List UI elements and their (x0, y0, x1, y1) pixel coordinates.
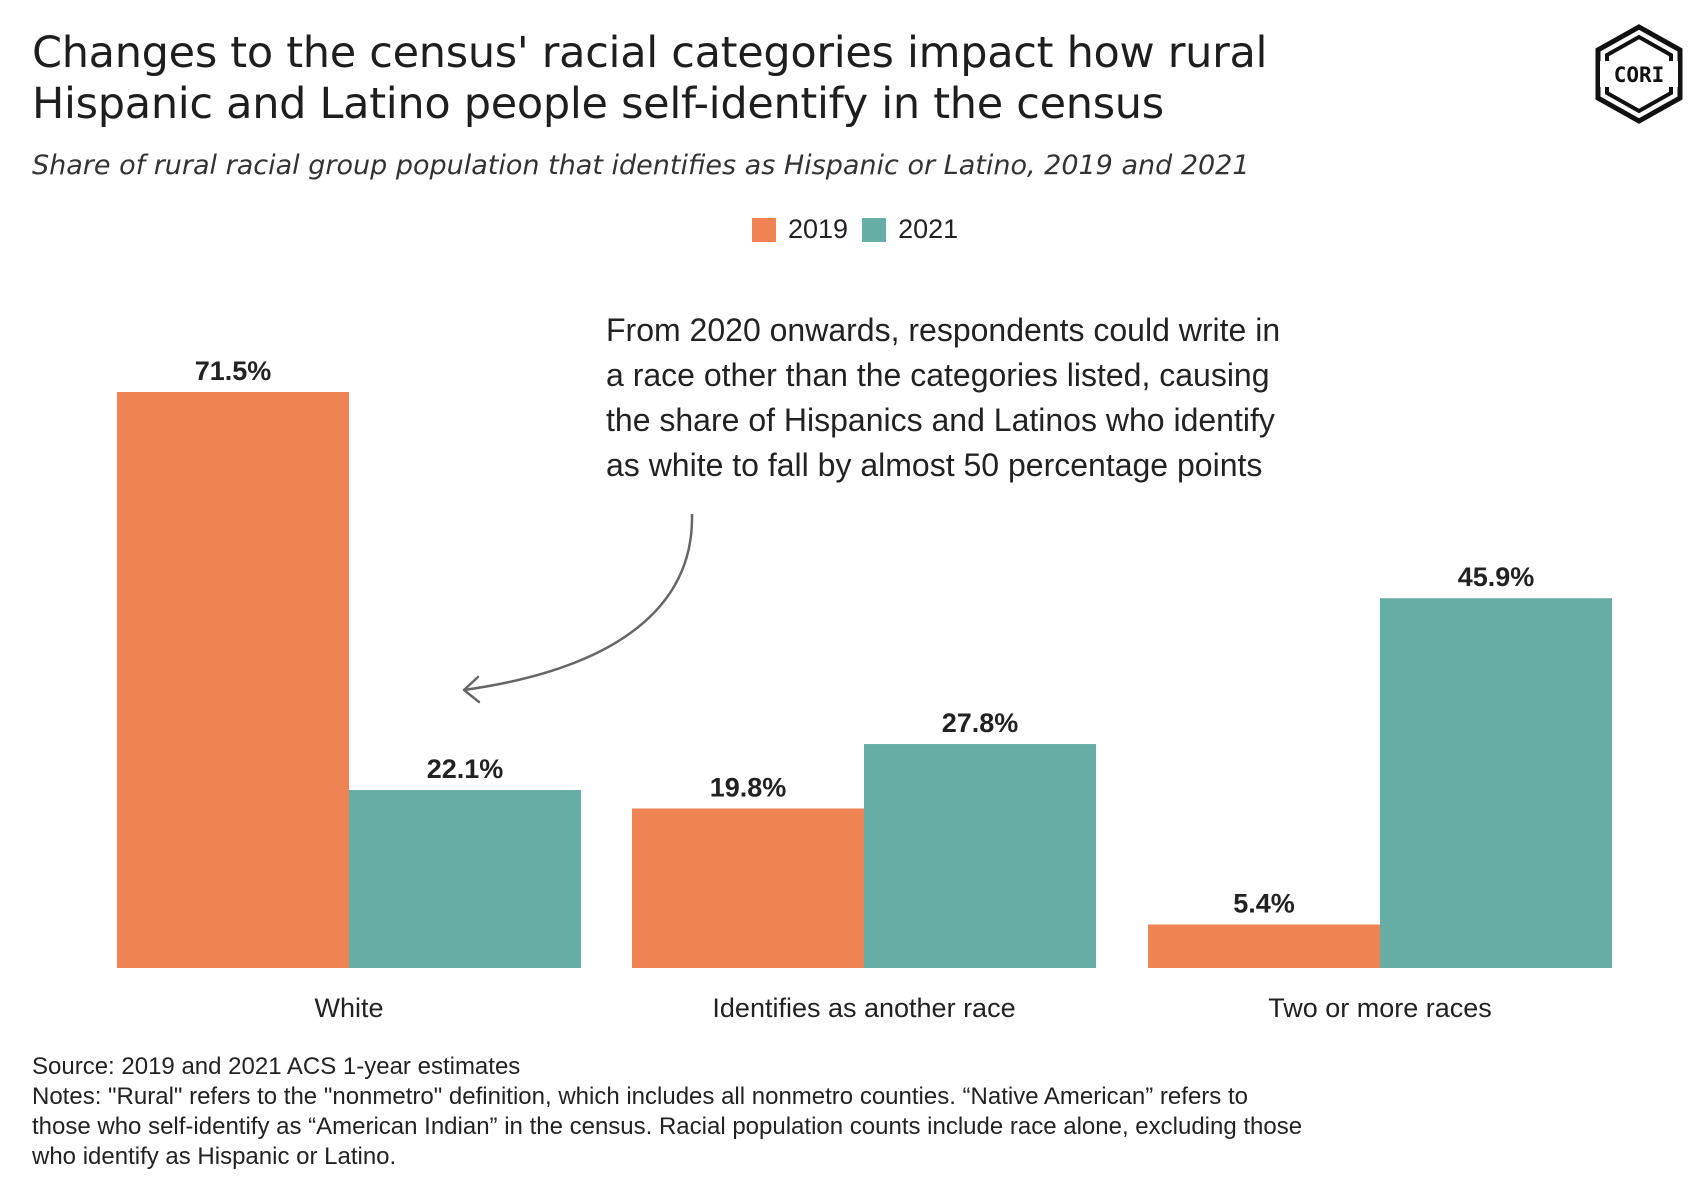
annotation-line-1: From 2020 onwards, respondents could wri… (606, 312, 1281, 348)
legend-swatch-2021 (862, 217, 887, 242)
source-note: Source: 2019 and 2021 ACS 1-year estimat… (32, 1053, 521, 1080)
chart-subtitle: Share of rural racial group population t… (32, 150, 1250, 181)
bar-two-or-more-races-2019 (1148, 924, 1380, 968)
category-label-identifies-as-another-race: Identifies as another race (712, 993, 1015, 1023)
bar-identifies-as-another-race-2021 (864, 744, 1096, 968)
value-label-two-or-more-races-2021: 45.9% (1458, 562, 1535, 592)
value-label-two-or-more-races-2019: 5.4% (1233, 888, 1295, 918)
notes-line-1: Notes: "Rural" refers to the "nonmetro" … (32, 1083, 1248, 1110)
annotation-line-3: the share of Hispanics and Latinos who i… (606, 402, 1275, 438)
bar-identifies-as-another-race-2019 (632, 808, 864, 968)
legend-label-2021: 2021 (898, 214, 959, 244)
bar-white-2021 (349, 789, 581, 968)
bar-white-2019 (117, 392, 349, 968)
annotation-line-2: a race other than the categories listed,… (606, 357, 1270, 393)
value-label-identifies-as-another-race-2019: 19.8% (710, 772, 787, 802)
annotation-text: From 2020 onwards, respondents could wri… (606, 308, 1406, 488)
value-label-white-2019: 71.5% (195, 356, 272, 386)
notes-line-3: who identify as Hispanic or Latino. (32, 1143, 397, 1170)
value-label-white-2021: 22.1% (427, 754, 504, 784)
legend-label-2019: 2019 (788, 214, 849, 244)
chart-title-line-2: Hispanic and Latino people self-identify… (32, 79, 1164, 129)
chart-title: Changes to the census' racial categories… (32, 28, 1532, 130)
annotation-arrow (463, 513, 694, 692)
category-labels-group: White Identifies as another race Two or mo… (314, 993, 1491, 1023)
logo-text: CORI (1614, 63, 1665, 87)
footer: Source: 2019 and 2021 ACS 1-year estimat… (32, 1052, 1302, 1172)
legend-item-2019: 2019 (752, 214, 848, 245)
annotation-arrowhead (462, 675, 481, 704)
category-label-white: White (314, 993, 383, 1023)
notes-line-2: those who self-identify as “American Ind… (32, 1113, 1303, 1140)
chart-title-line-1: Changes to the census' racial categories… (32, 28, 1268, 78)
value-labels-group: 71.5% 22.1% 19.8% 27.8% 5.4% 45.9% (195, 356, 1535, 918)
bars-group (117, 392, 1612, 968)
category-label-two-or-more-races: Two or more races (1268, 993, 1492, 1023)
legend: 2019 2021 (752, 214, 958, 245)
cori-logo: CORI (1595, 24, 1683, 124)
annotation-line-4: as white to fall by almost 50 percentage… (606, 447, 1263, 483)
bar-two-or-more-races-2021 (1380, 598, 1612, 968)
legend-item-2021: 2021 (862, 214, 958, 245)
legend-swatch-2019 (752, 217, 776, 242)
value-label-identifies-as-another-race-2021: 27.8% (942, 708, 1019, 738)
